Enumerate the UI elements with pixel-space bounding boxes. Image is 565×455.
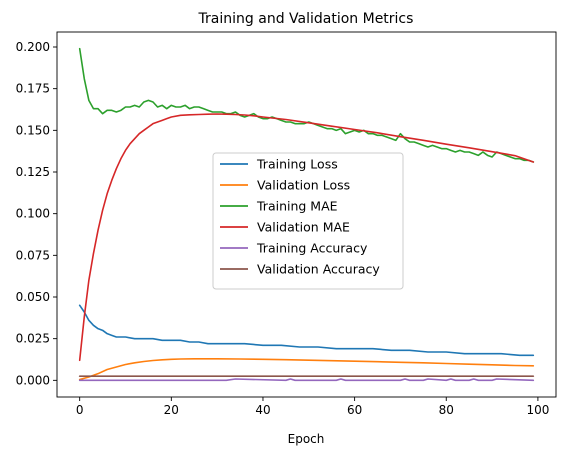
- x-tick-label: 100: [526, 403, 549, 417]
- x-axis: 0 20 40 60 80 100: [76, 397, 549, 417]
- x-tick-label: 20: [164, 403, 179, 417]
- plot-frame: [56, 31, 557, 398]
- y-tick-label: 0.175: [16, 82, 50, 96]
- x-axis-label: Epoch: [288, 432, 325, 446]
- legend-entry-validation-loss: Validation Loss: [257, 178, 350, 193]
- x-tick-label: 80: [439, 403, 454, 417]
- y-tick-label: 0.125: [16, 165, 50, 179]
- chart-title: Training and Validation Metrics: [198, 11, 414, 27]
- series-line-validation-loss: [78, 358, 535, 381]
- x-tick-label: 40: [255, 403, 270, 417]
- legend-entry-training-mae: Training MAE: [256, 199, 338, 214]
- y-tick-label: 0.200: [16, 40, 50, 54]
- plot-area: [56, 31, 557, 398]
- series-line-training-accuracy: [78, 378, 535, 382]
- x-tick-label: 0: [76, 403, 84, 417]
- legend-entry-validation-mae: Validation MAE: [257, 220, 350, 235]
- legend-entry-training-loss: Training Loss: [256, 157, 338, 172]
- series-line-training-loss: [78, 304, 535, 357]
- y-tick-label: 0.025: [16, 332, 50, 346]
- legend-box: [212, 152, 404, 290]
- legend: Training Loss Validation Loss Training MAE…: [212, 152, 404, 290]
- x-tick-label: 60: [347, 403, 362, 417]
- series-line-validation-mae: [78, 113, 535, 362]
- y-axis: 0.000 0.025 0.050 0.075 0.100 0.125 0.150 0.175…: [16, 40, 57, 387]
- y-tick-label: 0.050: [16, 290, 50, 304]
- legend-entry-validation-accuracy: Validation Accuracy: [257, 262, 380, 277]
- legend-entry-training-accuracy: Training Accuracy: [256, 241, 368, 256]
- y-tick-label: 0.150: [16, 123, 50, 137]
- y-tick-label: 0.000: [16, 373, 50, 387]
- y-tick-label: 0.075: [16, 248, 50, 262]
- y-tick-label: 0.100: [16, 207, 50, 221]
